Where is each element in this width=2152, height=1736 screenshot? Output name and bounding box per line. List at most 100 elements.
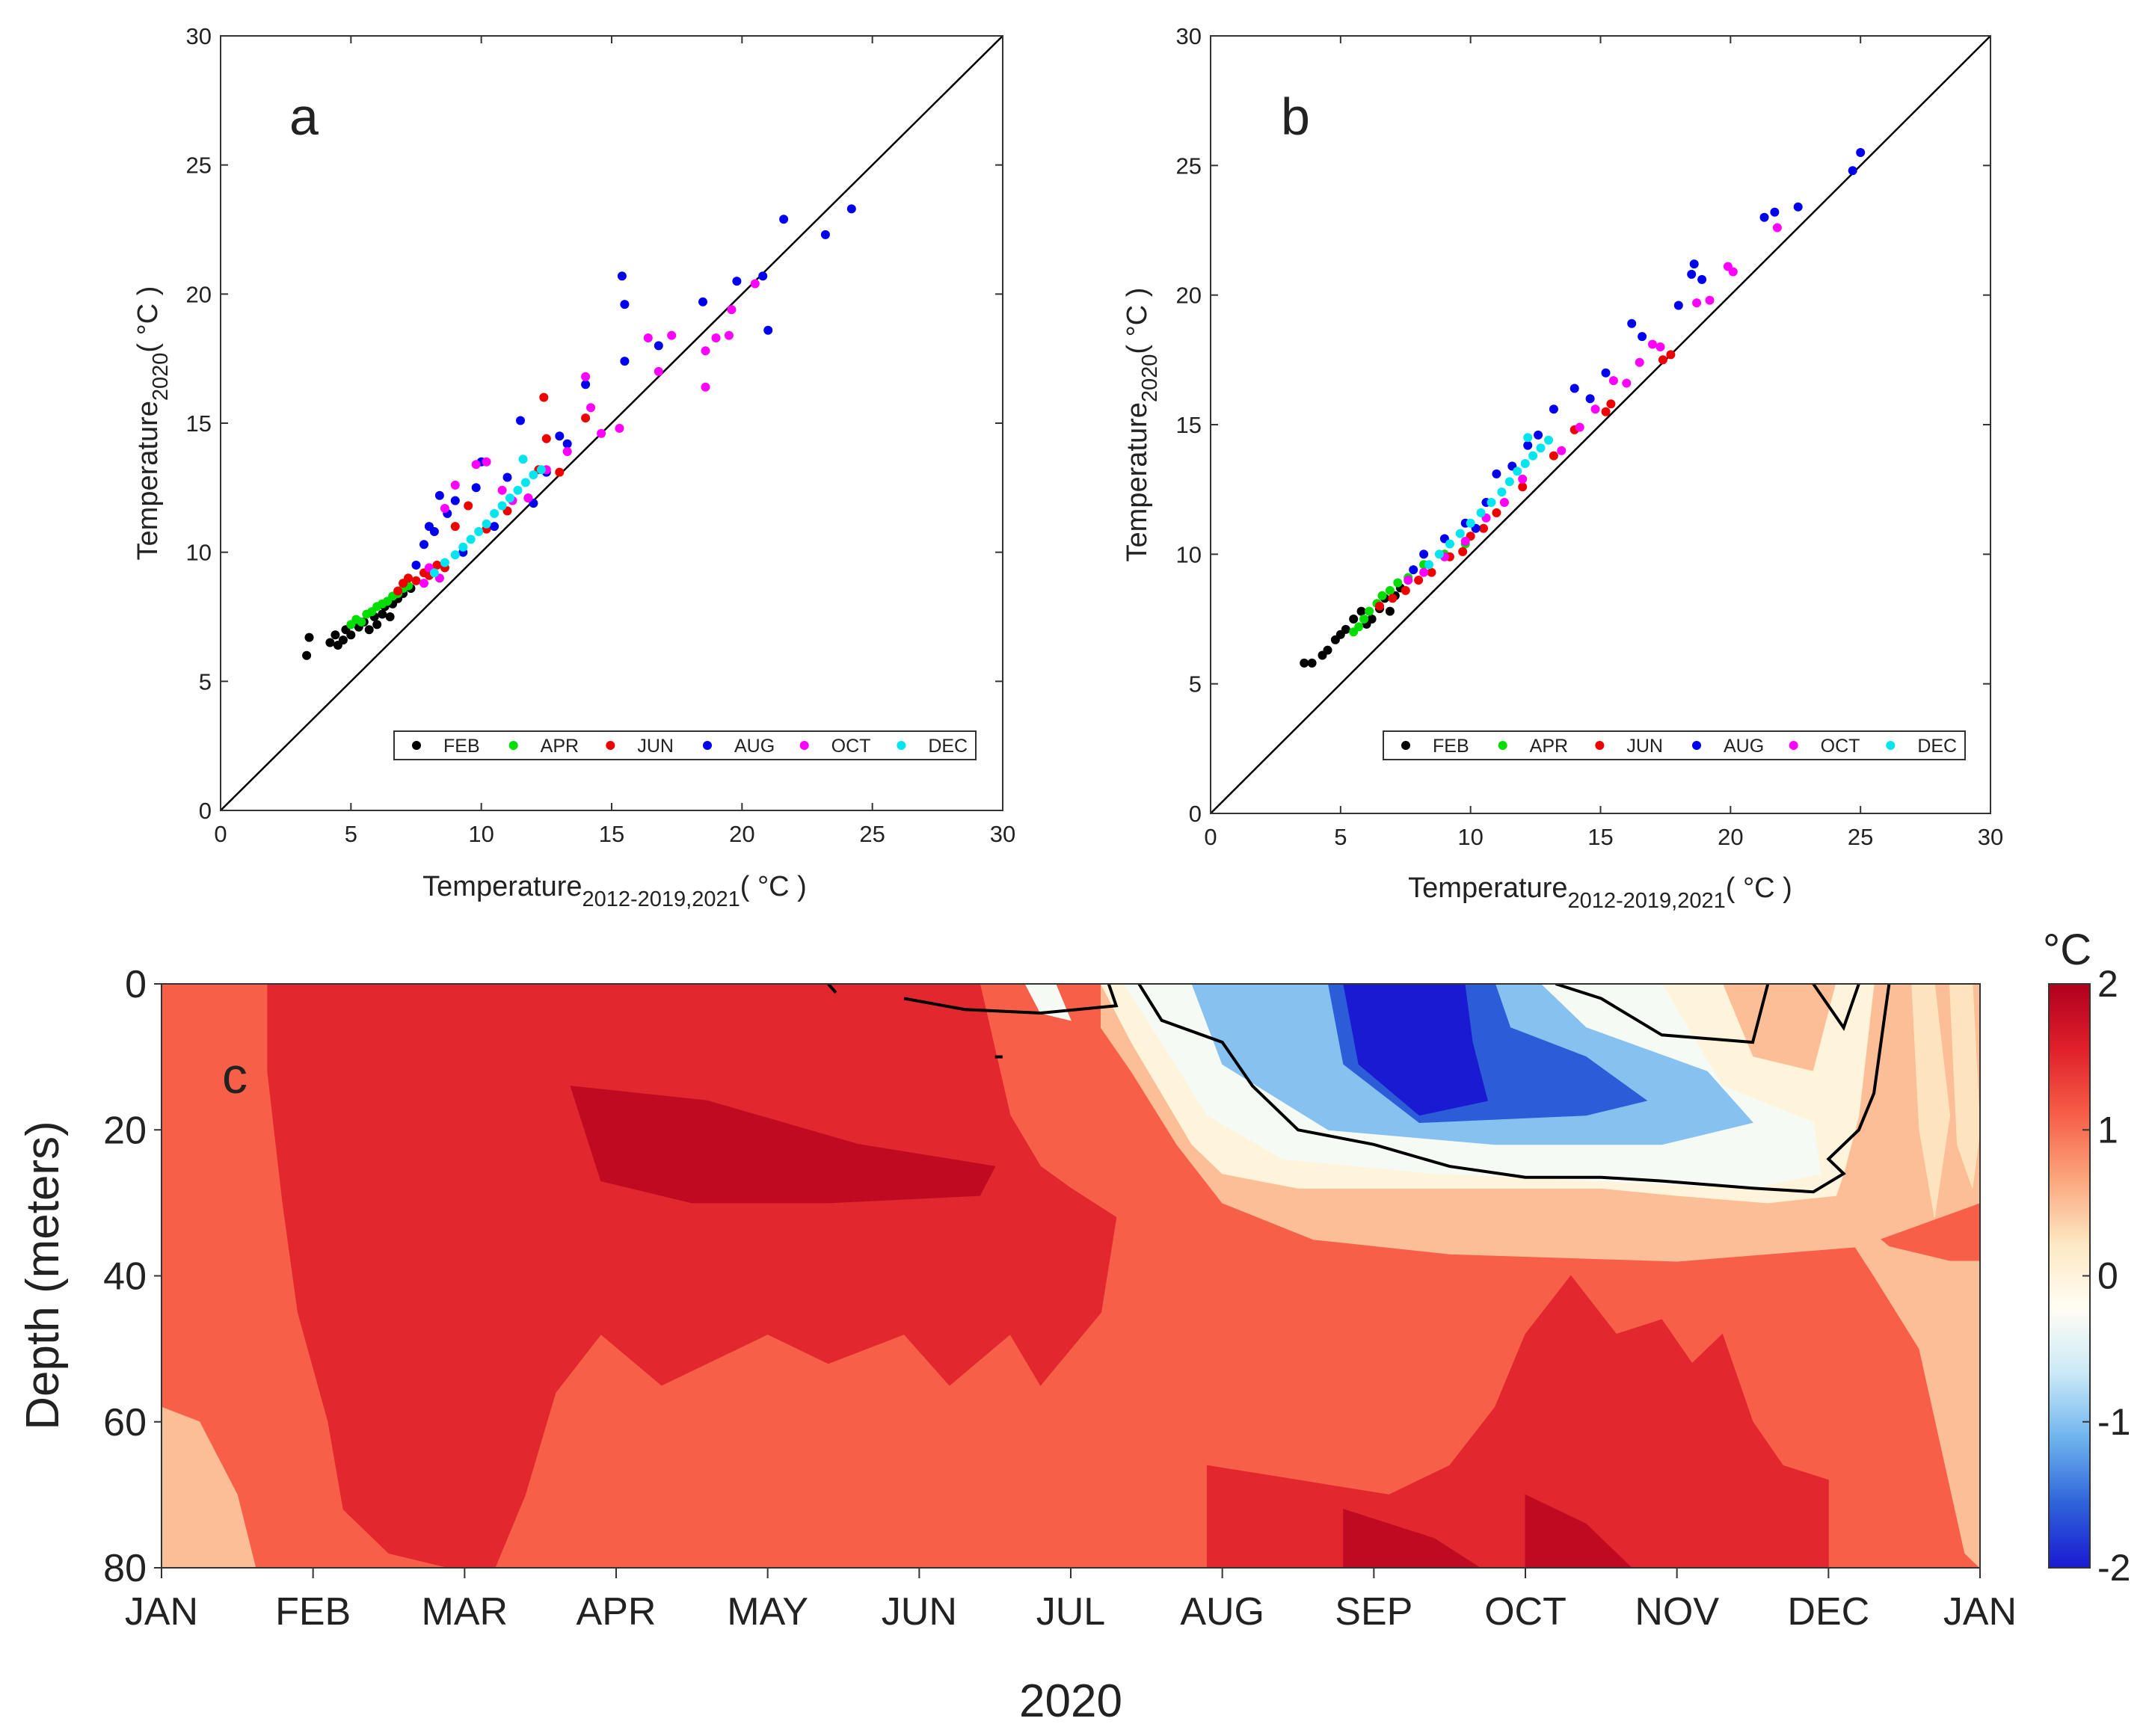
panel-c-x-axis-title: 2020: [1019, 1675, 1122, 1727]
panel-b-point-aug: [1770, 207, 1780, 217]
panel-b-point-feb: [1323, 645, 1332, 655]
colorbar-tick-label: 1: [2097, 1109, 2118, 1151]
panel-c-heat-region: [162, 1406, 256, 1568]
panel-c-label: c: [222, 1047, 248, 1104]
panel-a-point-aug: [732, 277, 742, 286]
panel-a-point-feb: [372, 620, 382, 630]
panel-c-y-tick-label: 0: [125, 963, 147, 1006]
panel-a-point-oct: [523, 493, 533, 503]
panel-a-reference-line: [220, 35, 1003, 811]
panel-a-point-aug: [758, 271, 768, 281]
panel-b-point-jun: [1414, 576, 1424, 585]
panel-c-zero-contour: [1555, 984, 1770, 1044]
panel-a-point-jun: [450, 522, 460, 532]
panel-b-point-oct: [1575, 422, 1584, 432]
panel-b-point-apr: [1377, 591, 1387, 600]
panel-a-point-jun: [464, 501, 473, 511]
panel-b-point-jun: [1549, 451, 1558, 461]
panel-b-y-tick-label: 25: [1176, 153, 1202, 179]
panel-a-point-oct: [711, 333, 721, 342]
panel-a-point-oct: [667, 330, 677, 340]
panel-b-legend-marker-dec: [1886, 741, 1896, 750]
panel-a-point-dec: [513, 485, 523, 495]
panel-b-x-tick-label: 25: [1848, 824, 1873, 850]
panel-b-point-aug: [1856, 148, 1866, 157]
panel-b-point-aug: [1585, 394, 1595, 404]
panel-a-legend-marker-jun: [606, 741, 615, 750]
panel-a-point-dec: [490, 508, 499, 518]
panel-a-point-aug: [820, 230, 830, 239]
panel-a-y-ticks: 0 5 10 15 20 25 30: [186, 23, 1003, 824]
panel-b-y-tick-label: 20: [1176, 283, 1202, 309]
panel-c-x-tick-label: MAY: [727, 1590, 808, 1634]
panel-c-heat-region: [1949, 984, 1980, 1189]
panel-c-heatmap: [162, 984, 1980, 1568]
panel-c-zero-contour: [1812, 984, 1860, 1031]
panel-b-y-axis-title: Temperature2020( °C ): [1122, 288, 1162, 562]
panel-b-point-aug: [1409, 565, 1418, 575]
panel-a-y-tick-label: 15: [186, 410, 212, 437]
panel-a-x-axis-title-unit: ( °C ): [740, 871, 807, 902]
panel-b-point-jun: [1458, 547, 1468, 556]
panel-c-heat-region: [1206, 1275, 1829, 1568]
panel-b-y-ticks: 0 5 10 15 20 25 30: [1176, 23, 1990, 827]
panel-b-point-oct: [1635, 357, 1644, 367]
panel-b-point-oct: [1728, 267, 1738, 277]
panel-b-y-tick-label: 15: [1176, 412, 1202, 438]
panel-a-point-dec: [450, 550, 460, 560]
panel-b-point-feb: [1356, 606, 1366, 616]
panel-b-y-tick-label: 5: [1189, 671, 1202, 698]
panel-a-point-feb: [331, 630, 340, 640]
panel-a-point-dec: [518, 455, 528, 464]
panel-a-point-dec: [474, 527, 484, 536]
panel-b-y-axis-title-main: Temperature: [1122, 402, 1153, 561]
panel-b-point-aug: [1793, 202, 1803, 212]
panel-a-point-dec: [529, 470, 538, 480]
panel-a-legend-label-feb: FEB: [443, 736, 480, 757]
panel-a-point-oct: [750, 279, 760, 289]
panel-a-x-axis-title: Temperature2012-2019,2021( °C ): [422, 871, 807, 911]
panel-a-legend-label-dec: DEC: [928, 736, 968, 757]
panel-a-point-aug: [779, 215, 789, 224]
panel-c-x-tick-label: APR: [577, 1590, 657, 1634]
panel-b-point-oct: [1772, 223, 1782, 233]
panel-a-point-dec: [536, 465, 546, 475]
panel-a-point-aug: [450, 496, 460, 505]
panel-a-point-dec: [466, 535, 476, 544]
panel-a-legend-label-jun: JUN: [637, 736, 674, 757]
panel-a-point-feb: [364, 625, 374, 635]
panel-b-point-dec: [1476, 508, 1486, 517]
panel-b-points: [1300, 148, 1866, 668]
panel-a-point-aug: [620, 357, 630, 366]
panel-a-legend-box: [393, 730, 977, 760]
panel-b-point-dec: [1520, 459, 1530, 468]
panel-a-point-jun: [432, 560, 442, 570]
panel-b-y-axis-title-unit: ( °C ): [1122, 288, 1153, 354]
panel-a-point-aug: [620, 300, 630, 310]
colorbar-tick-label: -1: [2097, 1401, 2130, 1443]
panel-a-point-aug: [654, 341, 663, 351]
panel-c-heat-region: [570, 1086, 996, 1204]
panel-b-legend-label-dec: DEC: [1917, 736, 1957, 757]
colorbar-tick-label: 0: [2097, 1255, 2118, 1297]
panel-b-point-jun: [1401, 585, 1410, 595]
panel-c-x-tick-label: SEP: [1335, 1590, 1412, 1634]
panel-b-point-aug: [1687, 269, 1697, 279]
panel-a-point-oct: [581, 372, 591, 381]
panel-a-point-oct: [482, 457, 491, 467]
panel-c-heat-region: [267, 984, 1117, 1568]
panel-a-legend-marker-oct: [799, 741, 809, 750]
panel-b-legend-label-apr: APR: [1530, 736, 1568, 757]
panel-a-y-tick-label: 5: [199, 668, 212, 695]
panel-b-x-tick-label: 20: [1718, 824, 1743, 850]
panel-a-x-tick-label: 5: [345, 821, 357, 847]
panel-b-point-dec: [1528, 451, 1538, 461]
panel-c-x-tick-label: JUL: [1036, 1590, 1105, 1634]
panel-b-legend-marker-apr: [1498, 741, 1507, 750]
panel-b-x-tick-label: 10: [1457, 824, 1483, 850]
panel-a-legend-marker-apr: [508, 741, 518, 750]
panel-a-point-aug: [411, 560, 421, 570]
panel-b-point-aug: [1601, 368, 1611, 378]
panel-a-label: a: [289, 87, 319, 146]
panel-b-x-axis-title-unit: ( °C ): [1726, 872, 1792, 904]
